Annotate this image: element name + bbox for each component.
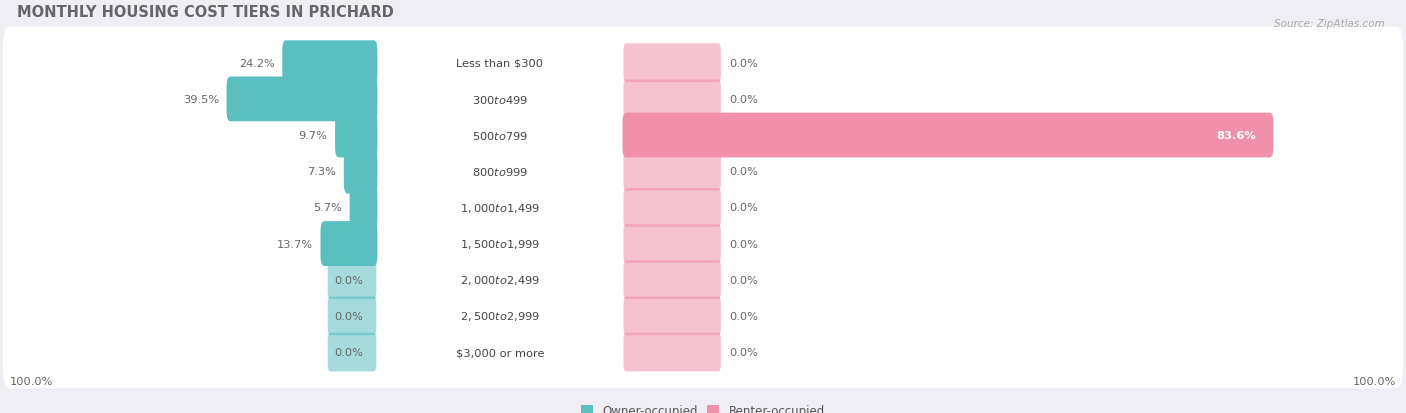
Text: 24.2%: 24.2% xyxy=(239,59,274,69)
FancyBboxPatch shape xyxy=(623,333,721,372)
FancyBboxPatch shape xyxy=(344,150,377,194)
FancyBboxPatch shape xyxy=(3,172,1403,244)
Text: $1,000 to $1,499: $1,000 to $1,499 xyxy=(460,202,540,214)
FancyBboxPatch shape xyxy=(283,41,377,86)
FancyBboxPatch shape xyxy=(335,113,377,158)
Text: 100.0%: 100.0% xyxy=(10,376,53,386)
Text: 5.7%: 5.7% xyxy=(314,203,342,213)
FancyBboxPatch shape xyxy=(3,280,1403,352)
FancyBboxPatch shape xyxy=(3,244,1403,316)
Text: $2,500 to $2,999: $2,500 to $2,999 xyxy=(460,310,540,323)
Text: 83.6%: 83.6% xyxy=(1216,131,1256,141)
Legend: Owner-occupied, Renter-occupied: Owner-occupied, Renter-occupied xyxy=(581,404,825,413)
FancyBboxPatch shape xyxy=(3,136,1403,208)
Text: 13.7%: 13.7% xyxy=(277,239,312,249)
Text: Source: ZipAtlas.com: Source: ZipAtlas.com xyxy=(1274,19,1385,28)
Text: 9.7%: 9.7% xyxy=(298,131,328,141)
Text: 0.0%: 0.0% xyxy=(730,275,758,285)
Text: $800 to $999: $800 to $999 xyxy=(472,166,529,178)
Text: Less than $300: Less than $300 xyxy=(457,59,544,69)
FancyBboxPatch shape xyxy=(3,64,1403,136)
FancyBboxPatch shape xyxy=(623,188,721,227)
FancyBboxPatch shape xyxy=(623,113,1274,158)
FancyBboxPatch shape xyxy=(623,297,721,335)
FancyBboxPatch shape xyxy=(328,333,377,372)
Text: 0.0%: 0.0% xyxy=(730,59,758,69)
Text: 0.0%: 0.0% xyxy=(333,275,363,285)
Text: $300 to $499: $300 to $499 xyxy=(472,94,529,106)
FancyBboxPatch shape xyxy=(328,297,377,335)
FancyBboxPatch shape xyxy=(623,44,721,83)
Text: 0.0%: 0.0% xyxy=(730,95,758,104)
FancyBboxPatch shape xyxy=(623,261,721,299)
FancyBboxPatch shape xyxy=(321,222,377,266)
Text: 0.0%: 0.0% xyxy=(730,347,758,357)
Text: $2,000 to $2,499: $2,000 to $2,499 xyxy=(460,273,540,287)
FancyBboxPatch shape xyxy=(3,208,1403,280)
Text: 39.5%: 39.5% xyxy=(183,95,219,104)
FancyBboxPatch shape xyxy=(350,185,377,230)
FancyBboxPatch shape xyxy=(3,27,1403,100)
Text: 0.0%: 0.0% xyxy=(730,311,758,321)
Text: MONTHLY HOUSING COST TIERS IN PRICHARD: MONTHLY HOUSING COST TIERS IN PRICHARD xyxy=(17,5,394,20)
FancyBboxPatch shape xyxy=(3,316,1403,388)
Text: 0.0%: 0.0% xyxy=(730,203,758,213)
Text: 0.0%: 0.0% xyxy=(333,311,363,321)
Text: 0.0%: 0.0% xyxy=(730,239,758,249)
FancyBboxPatch shape xyxy=(3,100,1403,172)
FancyBboxPatch shape xyxy=(623,80,721,119)
FancyBboxPatch shape xyxy=(623,225,721,263)
Text: 0.0%: 0.0% xyxy=(730,167,758,177)
FancyBboxPatch shape xyxy=(328,261,377,299)
Text: 7.3%: 7.3% xyxy=(308,167,336,177)
Text: $500 to $799: $500 to $799 xyxy=(472,130,529,142)
Text: $1,500 to $1,999: $1,500 to $1,999 xyxy=(460,237,540,250)
Text: 0.0%: 0.0% xyxy=(333,347,363,357)
Text: $3,000 or more: $3,000 or more xyxy=(456,347,544,357)
Text: 100.0%: 100.0% xyxy=(1353,376,1396,386)
FancyBboxPatch shape xyxy=(623,152,721,191)
FancyBboxPatch shape xyxy=(226,77,377,122)
